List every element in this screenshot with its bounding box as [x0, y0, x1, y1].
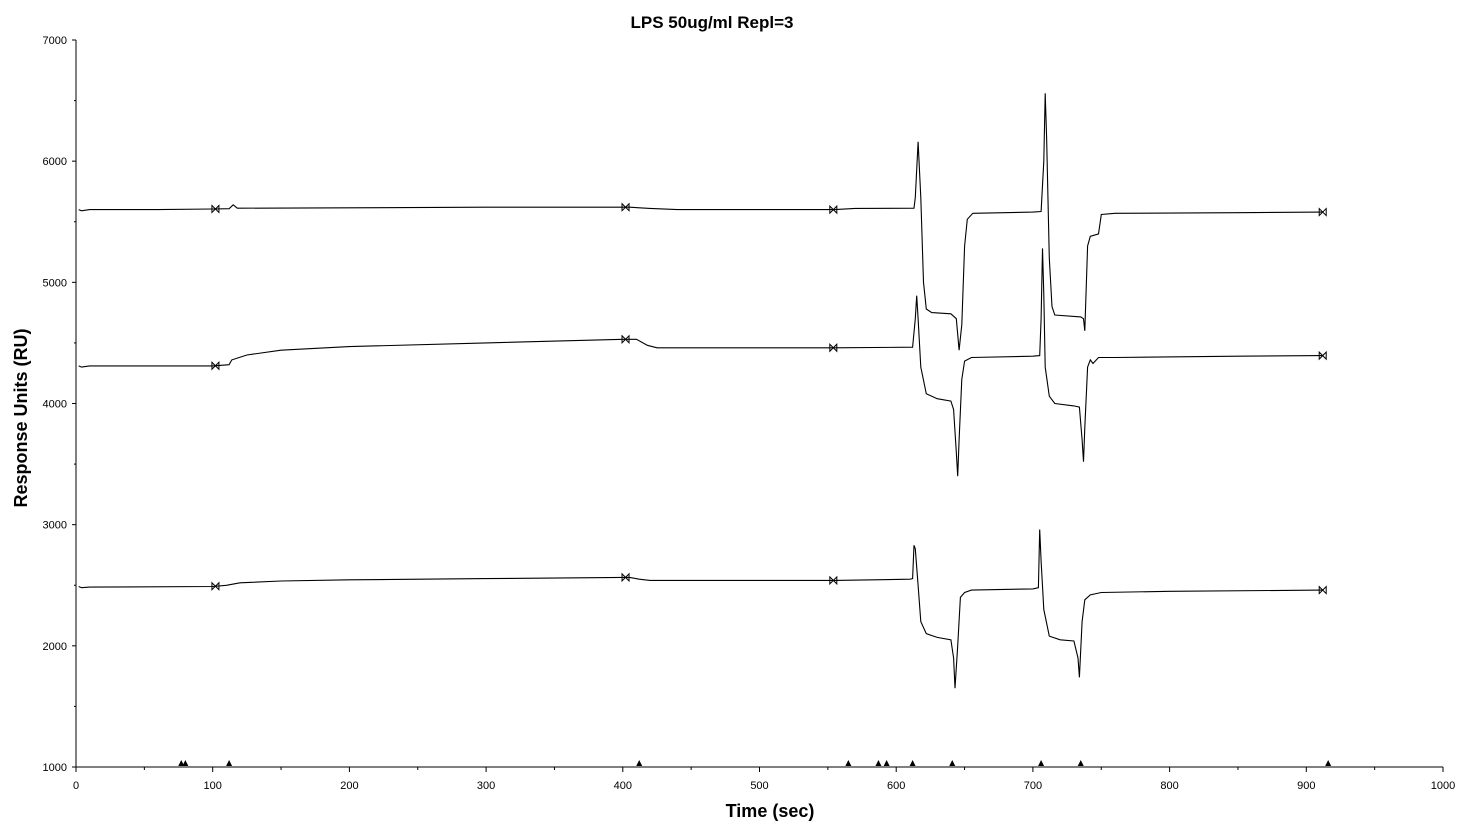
injection-marker [909, 760, 916, 766]
sensorgram-trace-1 [78, 93, 1323, 351]
report-point-marker [621, 202, 630, 212]
injection-markers [178, 760, 1332, 766]
y-axis-title: Response Units (RU) [11, 328, 31, 507]
injection-marker [883, 760, 890, 766]
report-point-marker [211, 581, 220, 591]
x-tick-label: 800 [1160, 780, 1178, 792]
injection-marker [845, 760, 852, 766]
x-axis-title: Time (sec) [726, 801, 815, 821]
report-point-marker [1318, 350, 1327, 361]
x-tick-label: 100 [204, 780, 222, 792]
sensorgram-trace-3 [78, 529, 1323, 689]
axis-ticks: 1000 2000 3000 4000 5000 6000 7000 0 100 200 300 40… [43, 35, 1456, 792]
injection-marker [1077, 760, 1084, 766]
report-point-marker [1318, 585, 1327, 595]
x-tick-label: 300 [477, 780, 495, 792]
y-tick-label: 5000 [43, 277, 67, 289]
injection-marker [875, 760, 882, 766]
y-tick-label: 4000 [43, 399, 67, 411]
y-tick-label: 6000 [43, 156, 67, 168]
x-tick-label: 900 [1297, 780, 1315, 792]
report-point-marker [829, 204, 838, 215]
x-tick-label: 500 [750, 780, 768, 792]
injection-marker [182, 760, 189, 766]
x-tick-label: 1000 [1431, 780, 1455, 792]
chart-title: LPS 50ug/ml Repl=3 [631, 13, 794, 32]
report-point-marker [621, 572, 630, 583]
report-point-marker [621, 334, 630, 344]
injection-marker [636, 760, 643, 766]
injection-marker [226, 760, 233, 766]
x-tick-label: 700 [1024, 780, 1042, 792]
y-tick-label: 3000 [43, 520, 67, 532]
y-tick-label: 2000 [43, 641, 67, 653]
injection-marker [1038, 760, 1045, 766]
x-tick-label: 0 [73, 780, 79, 792]
report-point-marker [1318, 207, 1327, 217]
y-tick-label: 1000 [43, 762, 67, 774]
y-tick-label: 7000 [43, 35, 67, 47]
x-tick-label: 600 [887, 780, 905, 792]
injection-marker [1325, 760, 1332, 766]
injection-marker [178, 760, 185, 766]
report-point-marker [829, 343, 838, 353]
sensorgram-traces [78, 93, 1327, 689]
x-tick-label: 200 [340, 780, 358, 792]
sensorgram-trace-2 [78, 248, 1323, 477]
x-tick-label: 400 [614, 780, 632, 792]
report-point-marker [211, 361, 220, 371]
report-point-marker [211, 204, 220, 214]
report-point-marker [829, 575, 838, 586]
injection-marker [949, 760, 956, 766]
